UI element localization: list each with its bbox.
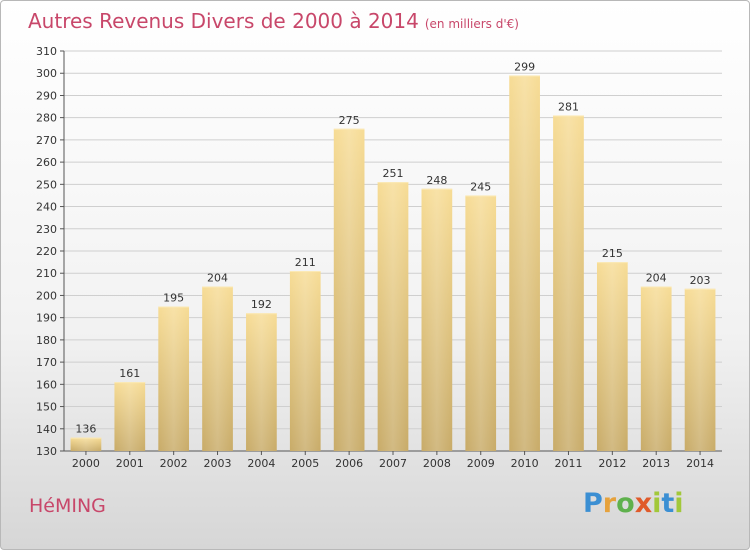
- y-tick-label: 130: [36, 445, 57, 458]
- bar-value-label: 204: [646, 272, 667, 285]
- chart-title: Autres Revenus Divers de 2000 à 2014 (en …: [28, 9, 519, 33]
- logo-letter: t: [661, 488, 675, 519]
- logo-letter: P: [583, 488, 603, 519]
- bar-highlight: [465, 195, 497, 451]
- x-tick-label: 2011: [554, 457, 582, 470]
- bar-highlight: [246, 313, 277, 451]
- bar-value-label: 251: [383, 167, 404, 180]
- y-tick-label: 170: [36, 356, 57, 369]
- bar-highlight: [509, 75, 540, 451]
- x-tick-label: 2008: [423, 457, 451, 470]
- y-tick-label: 280: [36, 112, 57, 125]
- x-tick-label: 2010: [511, 457, 539, 470]
- x-tick-label: 2003: [204, 457, 232, 470]
- commune-name: HéMING: [29, 495, 106, 517]
- bar-highlight: [553, 115, 584, 451]
- bar-value-label: 195: [163, 292, 184, 305]
- bar-value-label: 215: [602, 247, 623, 260]
- y-tick-label: 190: [36, 312, 57, 325]
- y-tick-label: 150: [36, 401, 57, 414]
- y-tick-label: 240: [36, 201, 57, 214]
- x-tick-label: 2013: [642, 457, 670, 470]
- bar-highlight: [289, 271, 321, 451]
- bar-value-label: 248: [426, 174, 447, 187]
- logo-letter: i: [674, 488, 684, 519]
- x-tick-label: 2002: [160, 457, 188, 470]
- y-tick-label: 310: [36, 45, 57, 58]
- y-tick-label: 270: [36, 134, 57, 147]
- y-tick-label: 140: [36, 423, 57, 436]
- bar-highlight: [202, 286, 233, 451]
- x-tick-label: 2001: [116, 457, 144, 470]
- bar-value-label: 203: [690, 274, 711, 287]
- bar-highlight: [377, 182, 409, 451]
- y-tick-label: 160: [36, 378, 57, 391]
- y-tick-label: 200: [36, 289, 57, 302]
- bar-value-label: 281: [558, 100, 579, 113]
- bar-value-label: 192: [251, 298, 272, 311]
- bar-value-label: 204: [207, 272, 228, 285]
- x-tick-label: 2009: [467, 457, 495, 470]
- chart-title-main: Autres Revenus Divers de 2000 à 2014: [28, 9, 419, 33]
- x-tick-label: 2012: [598, 457, 626, 470]
- x-tick-label: 2007: [379, 457, 407, 470]
- y-tick-label: 300: [36, 67, 57, 80]
- logo-letter: r: [602, 488, 617, 519]
- y-tick-label: 260: [36, 156, 57, 169]
- proxiti-logo: Proxiti: [583, 488, 684, 519]
- chart-subtitle: (en milliers d'€): [424, 17, 519, 31]
- x-tick-label: 2004: [247, 457, 275, 470]
- bar-highlight: [684, 288, 716, 451]
- logo-letter: i: [652, 488, 662, 519]
- bar-highlight: [333, 128, 365, 451]
- bar-highlight: [640, 286, 672, 451]
- bar-highlight: [421, 188, 453, 451]
- x-tick-label: 2014: [686, 457, 714, 470]
- bar-highlight: [158, 306, 190, 451]
- y-tick-label: 230: [36, 223, 57, 236]
- y-tick-label: 220: [36, 245, 57, 258]
- bar-highlight: [596, 262, 628, 451]
- logo-letter: o: [616, 488, 635, 519]
- x-tick-label: 2000: [72, 457, 100, 470]
- bar-value-label: 275: [339, 114, 360, 127]
- bar-value-label: 299: [514, 60, 535, 73]
- x-tick-label: 2005: [291, 457, 319, 470]
- y-tick-label: 210: [36, 267, 57, 280]
- y-tick-label: 290: [36, 89, 57, 102]
- bar-value-label: 245: [470, 180, 491, 193]
- x-tick-label: 2006: [335, 457, 363, 470]
- bar-value-label: 211: [295, 256, 316, 269]
- bar-highlight: [114, 382, 146, 451]
- y-tick-label: 180: [36, 334, 57, 347]
- bar-value-label: 136: [75, 423, 96, 436]
- bar-value-label: 161: [119, 367, 140, 380]
- y-tick-label: 250: [36, 178, 57, 191]
- logo-letter: x: [634, 488, 653, 519]
- bar-highlight: [70, 437, 102, 451]
